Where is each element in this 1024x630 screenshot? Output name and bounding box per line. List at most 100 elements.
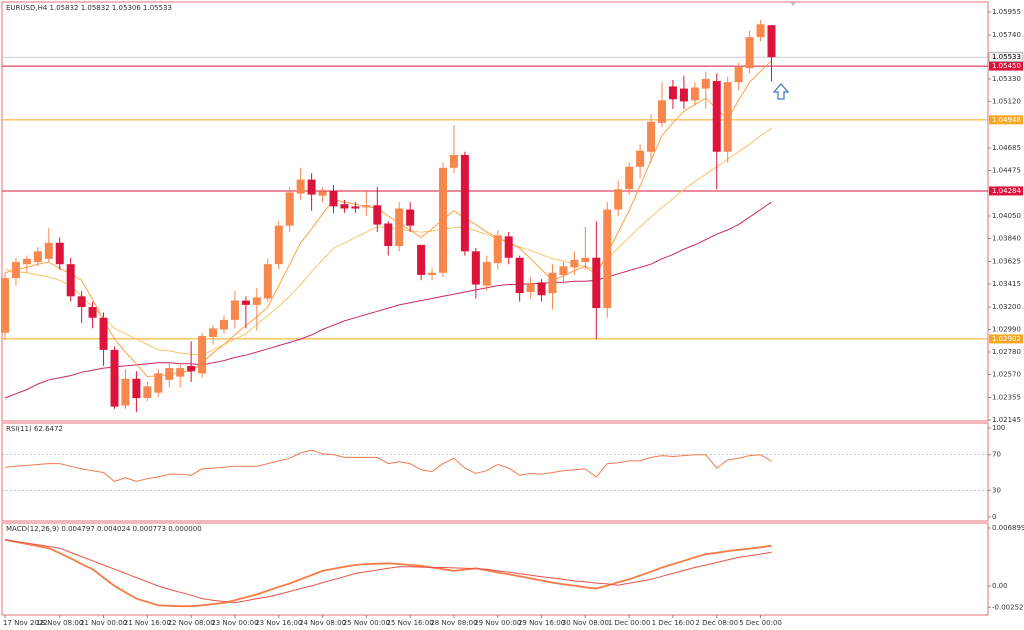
candle-body	[362, 205, 371, 208]
candle-body	[263, 264, 272, 299]
x-tick-label: 23 Nov 16:00	[255, 619, 302, 627]
x-tick-label: 25 Nov 16:00	[387, 619, 434, 627]
candle-body	[570, 259, 579, 268]
candle-body	[176, 368, 185, 377]
candle-body	[701, 78, 710, 89]
y-tick-label: 1.05955	[992, 8, 1021, 16]
candle-body	[482, 262, 491, 286]
candle-body	[767, 25, 776, 58]
y-tick-label: 30	[992, 486, 1001, 494]
candle-body	[449, 154, 458, 168]
candle-body	[55, 242, 64, 265]
shift-marker	[790, 2, 796, 6]
candle-body	[504, 236, 513, 258]
level-price-label: 1.04948	[992, 116, 1021, 124]
y-tick-label: 0.00	[992, 582, 1008, 590]
candle-body	[285, 192, 294, 226]
candle-body	[1, 278, 9, 333]
candle-body	[154, 373, 163, 393]
candle-body	[274, 225, 283, 265]
macd-frame	[1, 522, 989, 616]
candle-body	[592, 257, 601, 309]
candle-body	[296, 179, 305, 194]
panel-title: MACD(12,26,9) 0.004797 0.004024 0.000773…	[6, 525, 202, 533]
level-price-box	[989, 115, 1023, 125]
y-tick-label: 1.05740	[992, 31, 1021, 39]
x-tick-label: 21 Nov 00:00	[80, 619, 127, 627]
y-tick-label: 1.05120	[992, 97, 1021, 105]
y-tick-label: 100	[992, 424, 1005, 432]
x-tick-label: 5 Dec 00:00	[739, 619, 782, 627]
candle-body	[307, 179, 316, 195]
y-tick-label: 1.05330	[992, 75, 1021, 83]
candle-body	[340, 204, 349, 209]
candle-body	[351, 206, 360, 209]
level-price-box	[989, 334, 1023, 344]
candle-body	[88, 307, 97, 318]
candle-body	[745, 37, 754, 69]
candle-body	[121, 378, 130, 406]
candle-body	[44, 242, 53, 259]
candle-body	[165, 368, 174, 380]
candle-body	[220, 319, 228, 330]
y-tick-label: 1.04050	[992, 212, 1021, 220]
main-frame	[1, 1, 989, 422]
x-tick-label: 30 Nov 08:00	[562, 619, 609, 627]
candle-body	[318, 191, 327, 196]
candle-body	[625, 166, 634, 190]
series-line	[4, 539, 772, 604]
candle-body	[187, 365, 196, 372]
y-tick-label: 1.03200	[992, 303, 1021, 311]
rsi-frame	[1, 422, 989, 522]
x-tick-label: 29 Nov 16:00	[518, 619, 565, 627]
y-tick-label: -0.002529	[992, 603, 1024, 611]
candle-body	[439, 167, 447, 273]
y-tick-label: 70	[992, 451, 1001, 459]
x-tick-label: 23 Nov 00:00	[211, 619, 258, 627]
y-tick-label: 1.03625	[992, 258, 1021, 266]
candle-body	[603, 209, 612, 309]
candle-body	[33, 251, 42, 263]
candle-body	[77, 296, 86, 308]
y-tick-label: 0.006899	[992, 524, 1024, 532]
candle-body	[559, 266, 568, 275]
y-tick-label: 1.02780	[992, 348, 1021, 356]
y-tick-label: 1.04475	[992, 166, 1021, 174]
candle-body	[230, 300, 239, 320]
x-tick-label: 17 Nov 2022	[3, 619, 48, 627]
candle-body	[668, 86, 677, 100]
candle-body	[417, 244, 426, 275]
candle-body	[647, 121, 656, 152]
candle-body	[658, 100, 666, 123]
candle-body	[526, 283, 535, 293]
candle-body	[384, 223, 393, 246]
candle-body	[198, 335, 207, 374]
y-tick-label: 1.03840	[992, 234, 1021, 242]
candle-body	[395, 208, 404, 246]
candle-body	[471, 251, 480, 285]
level-price-label: 1.04284	[992, 187, 1021, 195]
candle-body	[11, 262, 20, 279]
level-price-box	[989, 61, 1023, 71]
x-tick-label: 2 Dec 08:00	[695, 619, 738, 627]
y-tick-label: 1.02145	[992, 416, 1021, 424]
level-price-label: 1.02902	[992, 335, 1021, 343]
candle-body	[581, 257, 590, 263]
candle-body	[537, 282, 546, 296]
candle-body	[712, 81, 721, 152]
candle-body	[241, 300, 250, 305]
candle-body	[690, 87, 699, 101]
panel-title: RSI(11) 62.6472	[6, 425, 63, 433]
up-arrow	[772, 83, 790, 100]
x-tick-label: 1 Dec 00:00	[608, 619, 651, 627]
current-price-box	[988, 52, 1024, 62]
series-line	[4, 538, 772, 608]
x-tick-label: 29 Nov 00:00	[474, 619, 521, 627]
candle-body	[515, 257, 524, 294]
candle-body	[756, 24, 765, 38]
candle-body	[329, 191, 338, 207]
x-tick-label: 22 Nov 08:00	[168, 619, 215, 627]
